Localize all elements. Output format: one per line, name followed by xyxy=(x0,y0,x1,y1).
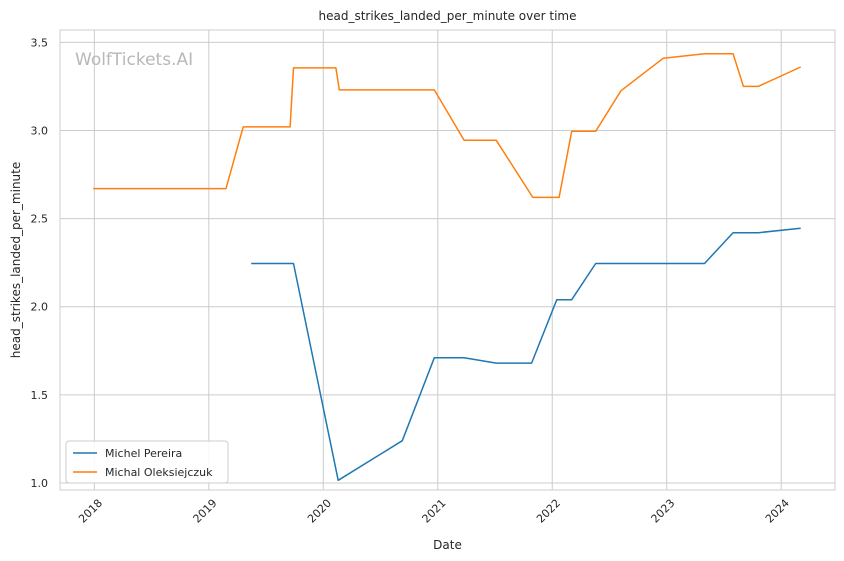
watermark: WolfTickets.AI xyxy=(75,50,193,70)
y-tick-label: 1.0 xyxy=(31,477,49,490)
y-tick-labels: 1.0 1.5 2.0 2.5 3.0 3.5 xyxy=(31,36,49,490)
y-tick-label: 2.0 xyxy=(31,301,49,314)
legend: Michel Pereira Michal Oleksiejczuk xyxy=(65,440,229,484)
y-tick-label: 3.0 xyxy=(31,124,49,137)
x-axis-title: Date xyxy=(433,538,462,552)
series-group xyxy=(93,53,802,482)
y-tick-label: 1.5 xyxy=(31,389,49,402)
legend-label-michal-oleksiejczuk: Michal Oleksiejczuk xyxy=(105,466,213,479)
y-tick-label: 2.5 xyxy=(31,213,49,226)
y-tick-label: 3.5 xyxy=(31,36,49,49)
legend-label-michel-pereira: Michel Pereira xyxy=(105,447,182,460)
series-line-0 xyxy=(251,227,801,482)
plot-frame xyxy=(59,29,836,491)
series-line-1 xyxy=(93,53,802,199)
chart-title: head_strikes_landed_per_minute over time xyxy=(318,9,576,23)
legend-box xyxy=(65,440,229,484)
y-axis-title: head_strikes_landed_per_minute xyxy=(9,162,23,359)
